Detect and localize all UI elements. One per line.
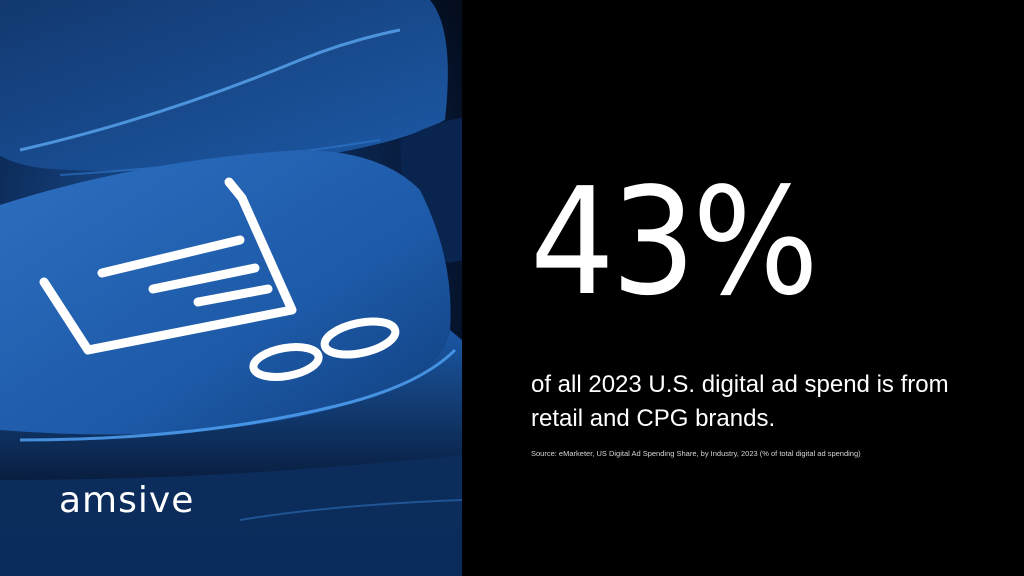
headline-description: of all 2023 U.S. digital ad spend is fro…	[531, 371, 949, 432]
source-citation: Source: eMarketer, US Digital Ad Spendin…	[531, 449, 861, 458]
headline-stat: 43%	[530, 156, 819, 328]
amsive-logo: amsive	[59, 480, 195, 521]
keyboard-illustration	[0, 0, 462, 576]
shopping-cart-icon	[39, 177, 400, 381]
keyboard-photo: amsive	[0, 0, 462, 576]
